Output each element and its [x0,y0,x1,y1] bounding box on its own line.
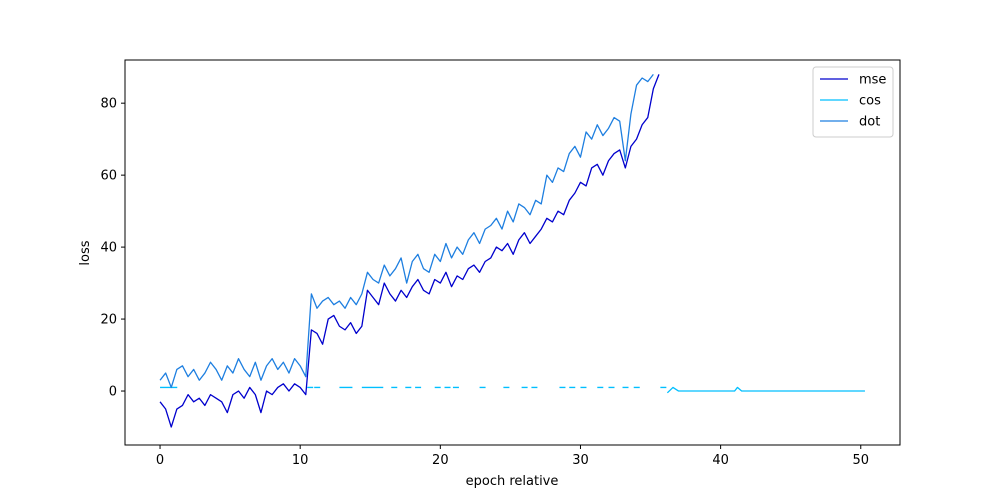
y-axis: 0 20 40 60 80 [100,97,125,400]
y-tick-label: 80 [100,97,117,112]
x-tick-label: 10 [292,453,309,468]
x-tick-label: 40 [712,453,729,468]
legend-label-cos: cos [859,94,881,109]
x-tick-label: 20 [432,453,449,468]
x-tick-label: 50 [852,453,869,468]
x-tick-label: 30 [572,453,589,468]
plot-area [159,73,865,428]
series-line-mse [159,74,660,428]
series-line-dot [159,73,654,389]
legend-label-dot: dot [859,115,880,130]
legend: mse cos dot [812,66,894,138]
y-axis-label: loss [78,240,93,265]
legend-box [812,66,894,138]
y-tick-label: 40 [100,241,117,256]
legend-label-mse: mse [859,73,886,88]
plot-frame [124,59,901,446]
x-tick-label: 0 [156,453,164,468]
y-tick-label: 20 [100,313,117,328]
y-tick-label: 0 [109,385,117,400]
x-axis: 0 10 20 30 40 50 [156,445,869,468]
y-tick-label: 60 [100,169,117,184]
x-axis-label: epoch relative [466,474,559,489]
